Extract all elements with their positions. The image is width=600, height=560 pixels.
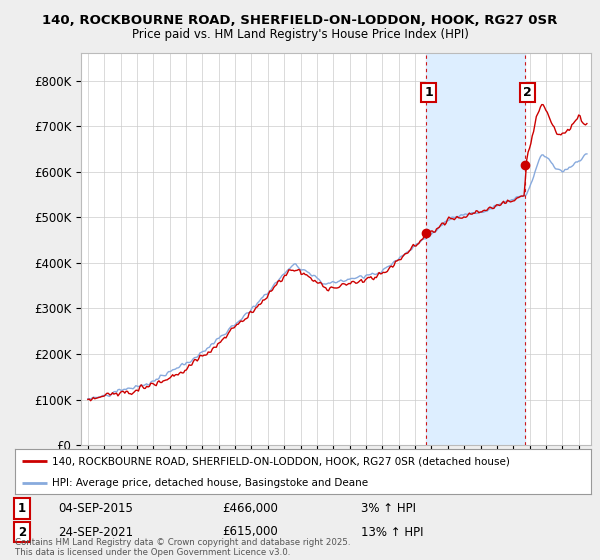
Text: 140, ROCKBOURNE ROAD, SHERFIELD-ON-LODDON, HOOK, RG27 0SR (detached house): 140, ROCKBOURNE ROAD, SHERFIELD-ON-LODDO… — [52, 456, 511, 466]
Bar — [426, 53, 525, 445]
Text: Contains HM Land Registry data © Crown copyright and database right 2025.
This d: Contains HM Land Registry data © Crown c… — [15, 538, 350, 557]
Text: 24-SEP-2021: 24-SEP-2021 — [58, 525, 133, 539]
Text: 2: 2 — [18, 525, 26, 539]
Text: 140, ROCKBOURNE ROAD, SHERFIELD-ON-LODDON, HOOK, RG27 0SR: 140, ROCKBOURNE ROAD, SHERFIELD-ON-LODDO… — [43, 14, 557, 27]
Text: 13% ↑ HPI: 13% ↑ HPI — [361, 525, 423, 539]
Text: 3% ↑ HPI: 3% ↑ HPI — [361, 502, 416, 515]
Text: 2: 2 — [523, 86, 532, 99]
Text: HPI: Average price, detached house, Basingstoke and Deane: HPI: Average price, detached house, Basi… — [52, 478, 368, 488]
Text: 04-SEP-2015: 04-SEP-2015 — [58, 502, 133, 515]
Text: 1: 1 — [18, 502, 26, 515]
Text: £466,000: £466,000 — [223, 502, 278, 515]
Text: Price paid vs. HM Land Registry's House Price Index (HPI): Price paid vs. HM Land Registry's House … — [131, 28, 469, 41]
Text: 1: 1 — [424, 86, 433, 99]
Text: £615,000: £615,000 — [223, 525, 278, 539]
